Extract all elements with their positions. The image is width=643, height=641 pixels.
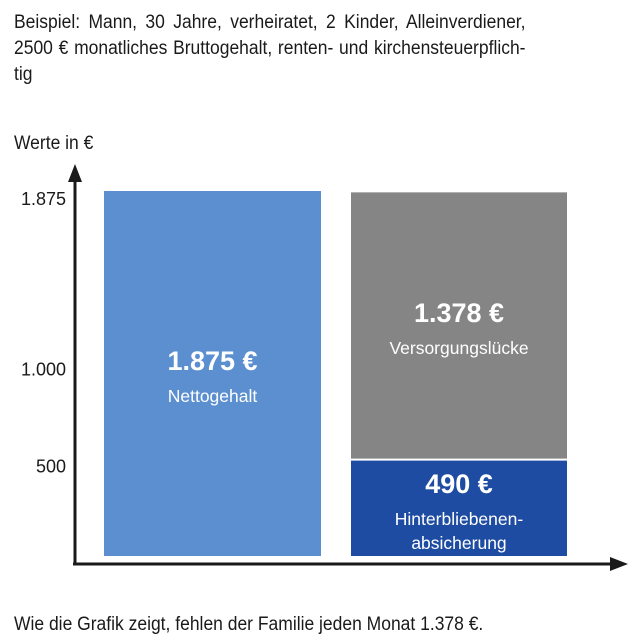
y-tick-label: 1.875 — [21, 189, 66, 209]
bar-value-label: 490 € — [425, 469, 493, 499]
axes — [68, 164, 628, 571]
y-axis-arrow — [68, 164, 82, 182]
x-axis-arrow — [610, 557, 628, 571]
y-tick-labels: 500 1.000 1.875 — [21, 189, 66, 477]
footnote: Wie die Grafik zeigt, fehlen der Familie… — [14, 614, 484, 635]
bar-category-label: Versorgungslücke — [389, 338, 528, 358]
bar-group-1: 490 € Hinterbliebenen-absicherung — [351, 460, 567, 556]
bar-category-label: absicherung — [411, 533, 506, 553]
bar-category-label: Hinterbliebenen- — [395, 509, 524, 529]
bars-layer: 1.875 € Nettogehalt 490 € Hinterbliebenen-a… — [104, 191, 567, 556]
bar-value-label: 1.875 € — [167, 346, 257, 376]
bar-luecke — [351, 192, 567, 459]
bar-category-label: Nettogehalt — [168, 386, 258, 406]
example-description: Beispiel: Mann, 30 Jahre, verheiratet, 2… — [14, 12, 526, 85]
bar-hinterbliebene — [351, 460, 567, 556]
y-axis-title: Werte in € — [14, 133, 94, 154]
y-tick-label: 1.000 — [21, 359, 66, 379]
bar-group-0: 1.875 € Nettogehalt — [104, 191, 321, 556]
bar-netto — [104, 191, 321, 556]
y-tick-label: 500 — [36, 457, 66, 477]
bar-group-2: 1.378 € Versorgungslücke — [351, 192, 567, 459]
bar-value-label: 1.378 € — [414, 298, 504, 328]
